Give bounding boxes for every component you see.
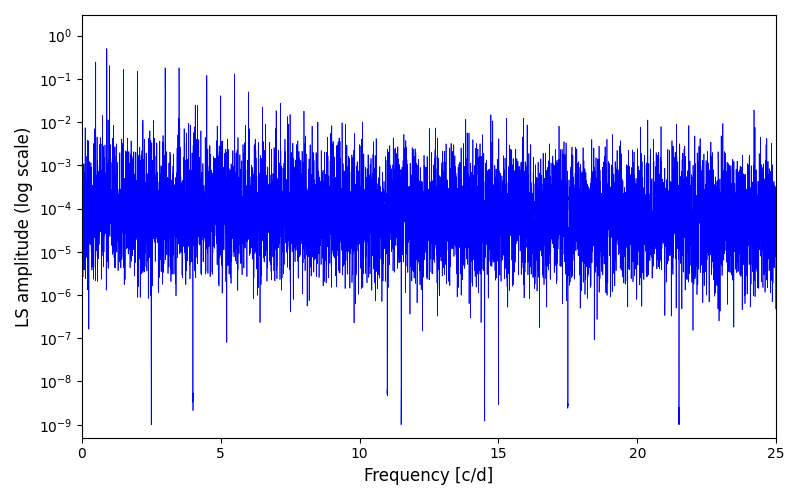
X-axis label: Frequency [c/d]: Frequency [c/d] xyxy=(364,467,494,485)
Y-axis label: LS amplitude (log scale): LS amplitude (log scale) xyxy=(15,126,33,326)
